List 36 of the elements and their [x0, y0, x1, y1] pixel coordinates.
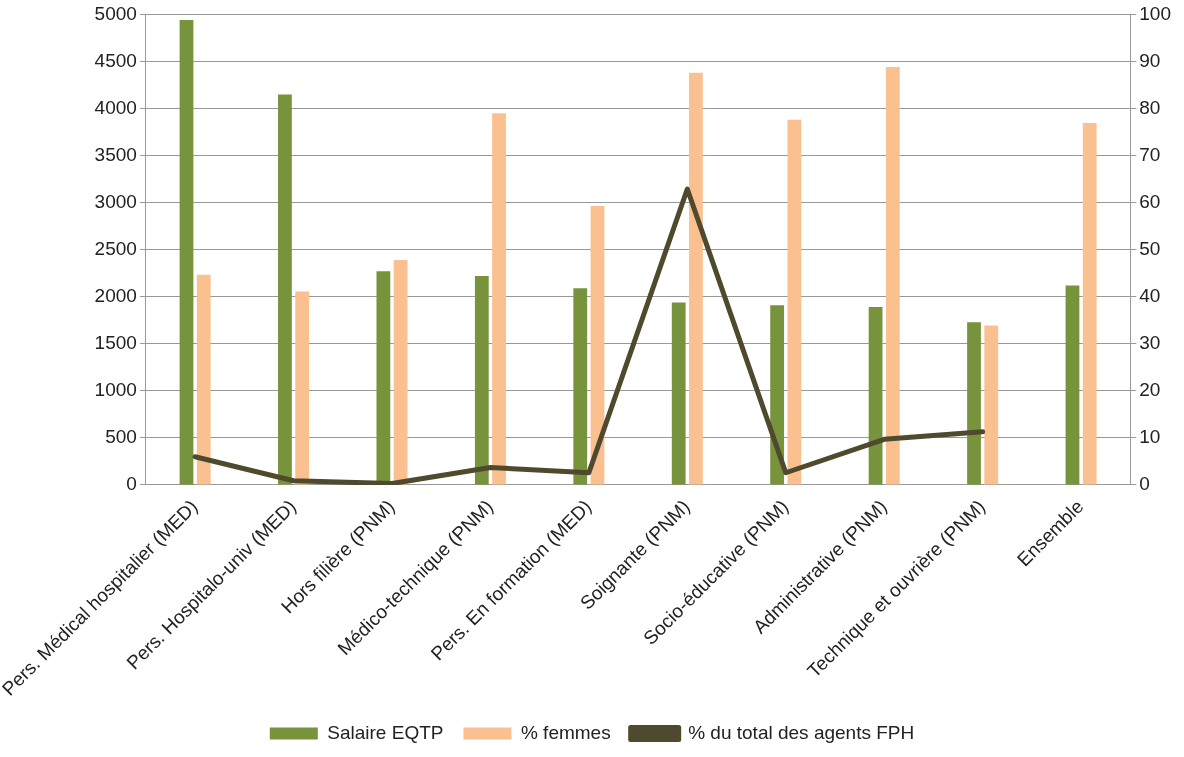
y2-tick-label: 0	[1139, 473, 1150, 495]
bar	[787, 119, 802, 485]
y2-tick-label: 80	[1139, 96, 1161, 118]
bar	[689, 72, 703, 485]
bar	[474, 276, 489, 485]
y2-tick-label: 70	[1139, 143, 1161, 165]
y2-tick-label: 100	[1139, 2, 1171, 24]
y-tick-label: 4000	[94, 96, 137, 118]
legend-label: Salaire EQTP	[327, 721, 444, 743]
bar	[967, 322, 981, 485]
legend-label: % du total des agents FPH	[688, 721, 915, 743]
y-tick-label: 4500	[94, 49, 137, 71]
bar	[179, 20, 194, 485]
bar	[492, 113, 506, 485]
y-tick-label: 0	[126, 473, 137, 495]
y-tick-label: 1500	[94, 332, 137, 354]
bar	[671, 302, 686, 485]
y-tick-label: 3000	[94, 190, 137, 212]
y2-tick-label: 30	[1139, 332, 1161, 354]
y-tick-label: 500	[105, 426, 137, 448]
y-tick-label: 2000	[94, 284, 137, 306]
legend-label: % femmes	[520, 721, 611, 743]
y2-tick-label: 90	[1139, 49, 1161, 71]
y2-tick-label: 40	[1139, 284, 1161, 306]
bar	[278, 94, 292, 485]
bar	[295, 291, 310, 485]
bar	[885, 67, 900, 485]
y2-tick-label: 60	[1139, 190, 1161, 212]
y2-tick-label: 50	[1139, 237, 1161, 259]
y-tick-label: 3500	[94, 143, 137, 165]
y-tick-label: 5000	[94, 2, 137, 24]
y2-tick-label: 20	[1139, 379, 1161, 401]
y-tick-label: 2500	[94, 237, 137, 259]
y2-tick-label: 10	[1139, 426, 1161, 448]
bar	[984, 325, 999, 485]
y-tick-label: 1000	[94, 379, 137, 401]
